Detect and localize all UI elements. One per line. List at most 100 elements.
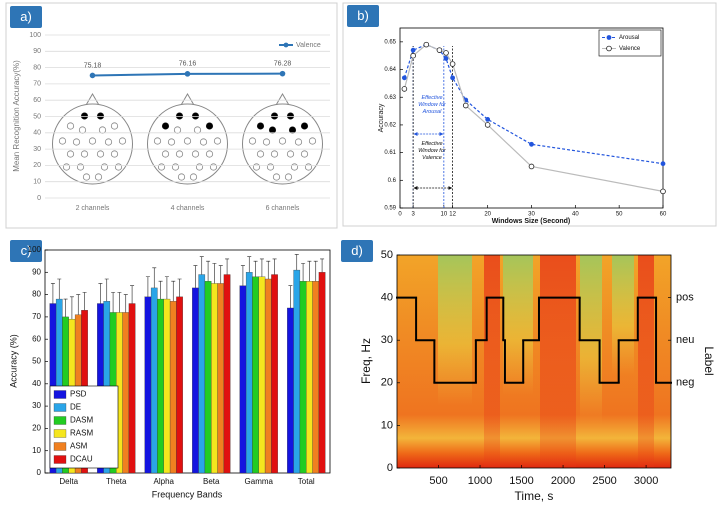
x-tick-label: 3000	[634, 475, 658, 487]
error-bar	[253, 260, 258, 277]
x-axis-label: Frequency Bands	[152, 489, 223, 499]
x-tick-label: Alpha	[154, 477, 175, 486]
point	[660, 188, 666, 195]
point	[89, 72, 96, 79]
x-axis-label: Windows Size (Second)	[492, 218, 571, 225]
legend-swatch	[53, 442, 67, 451]
x-tick-label: 20	[484, 212, 491, 218]
error-bar	[171, 280, 176, 302]
point	[436, 47, 443, 53]
y-tick-label: 0	[37, 468, 42, 477]
bar	[252, 276, 259, 474]
y-tick-label: 100	[29, 32, 41, 39]
plot-frame	[44, 249, 331, 474]
y2-tick-label: neu	[676, 334, 694, 346]
error-bar	[225, 258, 230, 275]
annotation-text: Effective Window for Valence	[418, 141, 446, 161]
point	[485, 116, 491, 122]
error-bar	[82, 292, 87, 311]
legend-box	[49, 385, 119, 469]
y-tick-label: 20	[381, 377, 393, 389]
point	[279, 70, 286, 77]
bar	[150, 287, 158, 474]
y-tick-label: 0.61	[384, 150, 396, 156]
y-tick-label: 20	[32, 424, 41, 433]
spectrogram	[397, 255, 671, 468]
legend-marker	[606, 35, 612, 40]
legend-swatch	[53, 390, 67, 399]
bar	[312, 281, 320, 474]
x-tick-label: Theta	[106, 477, 127, 486]
y-tick-label: 90	[33, 48, 41, 55]
error-bar	[76, 294, 81, 315]
x-tick-label: 10	[440, 212, 447, 218]
point	[462, 102, 469, 109]
error-bar	[177, 278, 182, 297]
y-tick-label: 60	[33, 97, 41, 104]
error-bar	[212, 263, 217, 284]
error-bar	[193, 265, 198, 288]
y-tick-label: 40	[33, 130, 41, 137]
error-bar	[98, 283, 103, 304]
x-tick-label: 2500	[592, 475, 616, 487]
bar	[204, 281, 212, 474]
error-bar	[158, 280, 163, 300]
bar	[192, 287, 199, 474]
x-tick-label: Total	[298, 477, 315, 486]
legend-label: ASM	[70, 442, 88, 451]
x-tick-label: 3	[411, 212, 415, 218]
error-bar	[313, 260, 318, 282]
y-tick-label: 80	[33, 64, 41, 71]
panel-label: c)	[21, 243, 32, 258]
y-tick-label: 0.62	[384, 123, 396, 129]
y-tick-label: 10	[32, 446, 41, 455]
error-bar	[111, 292, 116, 313]
annotation-text: Effective Window for Arousal	[418, 95, 446, 115]
error-bar	[301, 263, 306, 282]
y-tick-label: 50	[32, 357, 41, 366]
error-bar	[117, 292, 122, 313]
point	[443, 50, 449, 56]
data-label: 75.18	[84, 62, 102, 69]
error-bar	[63, 298, 68, 317]
y-tick-label: 0.64	[384, 67, 396, 73]
y-tick-label: 80	[32, 290, 41, 299]
legend-swatch	[53, 455, 67, 464]
bar	[157, 298, 164, 474]
point	[184, 71, 191, 77]
error-bar	[69, 296, 74, 320]
legend-label: DASM	[70, 416, 93, 425]
legend-marker	[283, 42, 289, 48]
y-tick-label: 30	[381, 334, 393, 346]
x-tick-label: Gamma	[245, 477, 274, 486]
y-tick-label: 0.59	[384, 206, 396, 212]
error-bar	[272, 258, 277, 275]
y-tick-label: 40	[381, 292, 393, 304]
point	[443, 56, 449, 61]
data-label: 76.28	[274, 61, 292, 68]
y2-axis-label: Label	[702, 346, 716, 375]
bar	[245, 272, 253, 474]
series-line	[403, 43, 664, 192]
panel-label-box	[10, 240, 42, 262]
bar	[271, 274, 278, 474]
point	[660, 161, 666, 167]
y-tick-label: 0	[37, 195, 41, 202]
bar	[144, 296, 152, 474]
annotation: Effective Window for Valence	[418, 141, 446, 161]
error-bar	[288, 285, 293, 308]
x-tick-label: 6 channels	[266, 205, 300, 212]
bar	[264, 278, 272, 474]
point	[401, 86, 408, 92]
x-tick-label: 12	[449, 212, 456, 218]
error-bar	[164, 276, 169, 300]
error-bar	[57, 278, 62, 300]
annotation: Effective Window for Arousal	[418, 95, 446, 115]
panel-label: a)	[20, 9, 32, 24]
legend-swatch	[53, 416, 67, 425]
plot-frame	[399, 27, 664, 209]
legend-label: PSD	[70, 390, 87, 399]
error-bar	[123, 294, 128, 313]
legend-marker	[606, 45, 612, 52]
